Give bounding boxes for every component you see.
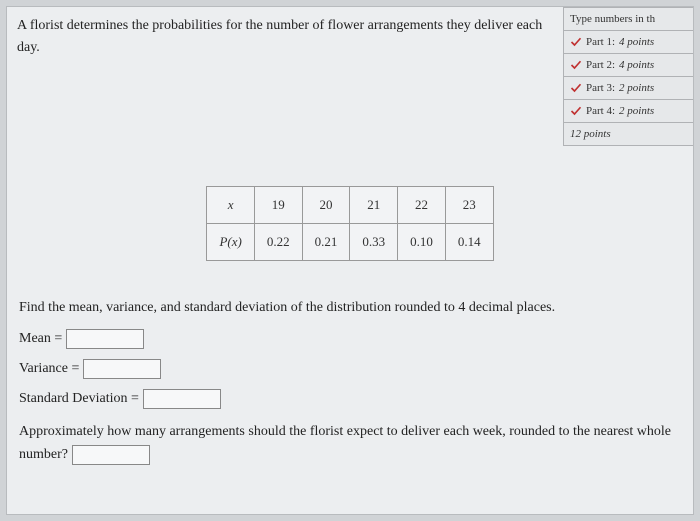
part-points: 2 points [619, 105, 654, 117]
part-label: Part 3: [586, 82, 615, 94]
part-label: Part 4: [586, 105, 615, 117]
cell-x: 20 [302, 187, 350, 224]
check-icon [570, 59, 582, 71]
part-points: 2 points [619, 82, 654, 94]
check-icon [570, 82, 582, 94]
variance-input[interactable] [83, 359, 161, 379]
cell-p: 0.33 [350, 224, 398, 261]
cell-x: 22 [398, 187, 446, 224]
find-instruction: Find the mean, variance, and standard de… [7, 291, 693, 325]
variance-row: Variance = [7, 355, 693, 385]
points-part-3: Part 3: 2 points [563, 76, 693, 100]
part-points: 4 points [619, 36, 654, 48]
header-row: A florist determines the probabilities f… [7, 7, 693, 146]
sd-input[interactable] [143, 389, 221, 409]
cell-x: 21 [350, 187, 398, 224]
cell-p: 0.10 [398, 224, 446, 261]
mean-row: Mean = [7, 325, 693, 355]
weekly-row: number? [7, 445, 693, 471]
weekly-question-line2: number? [19, 447, 68, 463]
row-label-px: P(x) [207, 224, 254, 261]
points-total: 12 points [563, 122, 693, 146]
variance-label: Variance = [19, 361, 79, 377]
check-icon [570, 36, 582, 48]
points-part-1: Part 1: 4 points [563, 30, 693, 54]
points-header: Type numbers in th [563, 7, 693, 31]
points-panel: Type numbers in th Part 1: 4 points Part… [563, 7, 693, 146]
points-part-2: Part 2: 4 points [563, 53, 693, 77]
points-part-4: Part 4: 2 points [563, 99, 693, 123]
sd-label: Standard Deviation = [19, 391, 139, 407]
mean-input[interactable] [66, 329, 144, 349]
table-row: x 19 20 21 22 23 [207, 187, 493, 224]
cell-x: 23 [445, 187, 493, 224]
check-icon [570, 105, 582, 117]
mean-label: Mean = [19, 331, 62, 347]
cell-p: 0.21 [302, 224, 350, 261]
weekly-question-line1: Approximately how many arrangements shou… [7, 415, 693, 445]
part-label: Part 2: [586, 59, 615, 71]
question-prompt: A florist determines the probabilities f… [7, 7, 563, 64]
weekly-input[interactable] [72, 445, 150, 465]
part-label: Part 1: [586, 36, 615, 48]
question-page: A florist determines the probabilities f… [6, 6, 694, 515]
cell-x: 19 [254, 187, 302, 224]
sd-row: Standard Deviation = [7, 385, 693, 415]
cell-p: 0.22 [254, 224, 302, 261]
part-points: 4 points [619, 59, 654, 71]
cell-p: 0.14 [445, 224, 493, 261]
row-label-x: x [207, 187, 254, 224]
probability-table: x 19 20 21 22 23 P(x) 0.22 0.21 0.33 0.1… [206, 186, 493, 261]
table-row: P(x) 0.22 0.21 0.33 0.10 0.14 [207, 224, 493, 261]
